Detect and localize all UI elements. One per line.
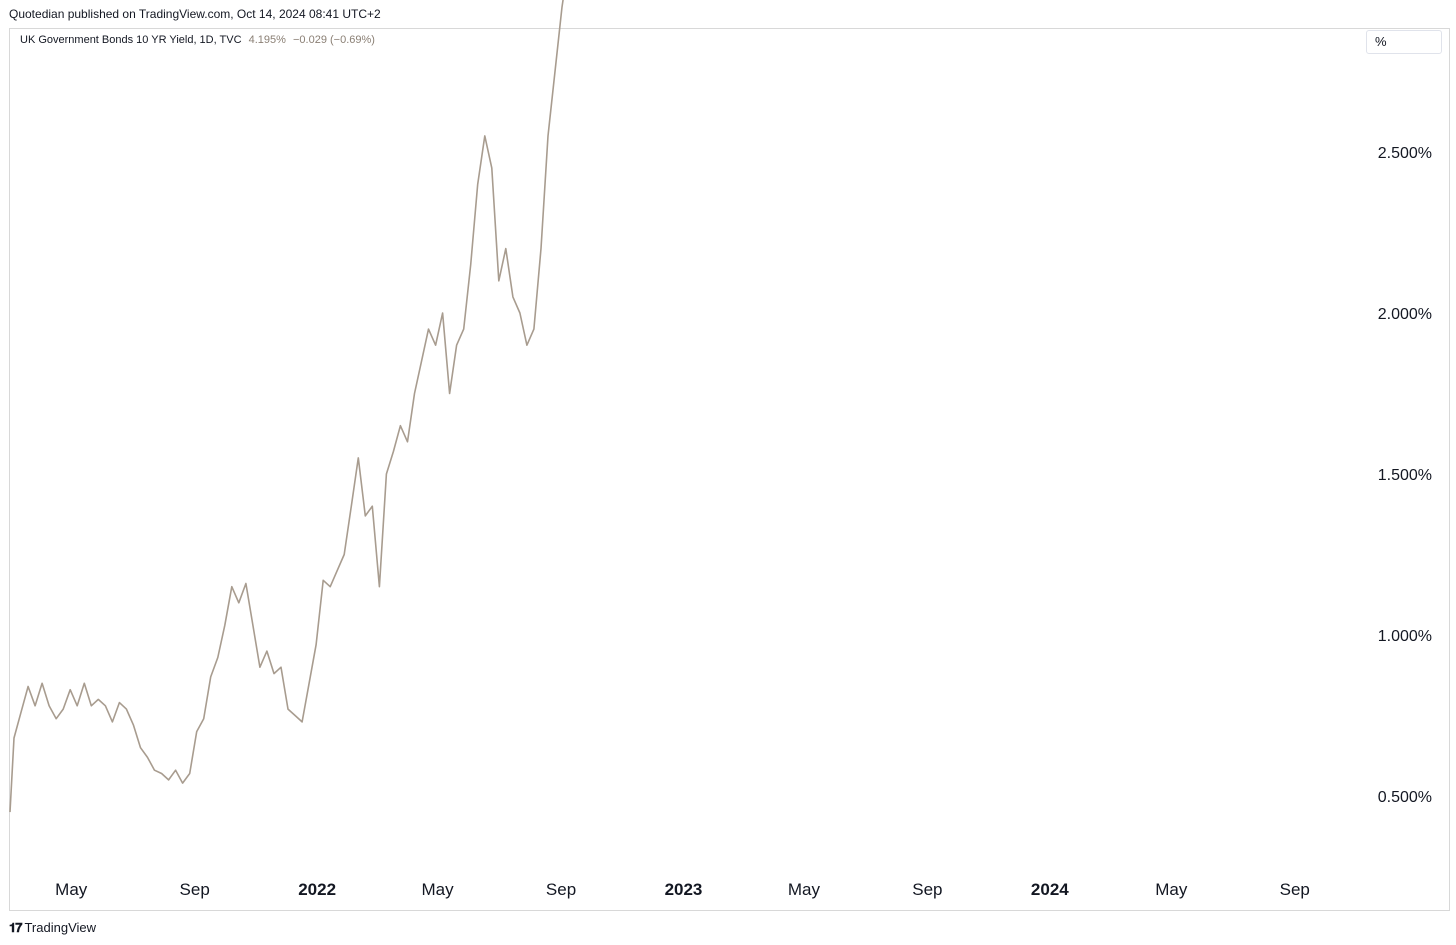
x-tick-label: May — [1155, 880, 1188, 899]
y-tick-label: 2.000% — [1378, 306, 1432, 323]
brand-name: TradingView — [24, 920, 97, 935]
publish-info: Quotedian published on TradingView.com, … — [9, 7, 381, 21]
y-tick-label: 3.000% — [1378, 0, 1432, 1]
x-axis[interactable]: May Sep 2022 May Sep 2023 May Sep 2024 May Sep — [55, 880, 1310, 899]
symbol-title[interactable]: UK Government Bonds 10 YR Yield, 1D, TVC — [20, 34, 242, 46]
chart-frame — [9, 28, 1450, 911]
y-axis[interactable]: 0.500%1.000%1.500%2.000%2.500%3.000%3.50… — [1378, 0, 1432, 806]
last-value: 4.195% — [248, 34, 286, 46]
unit-selector[interactable]: % — [1366, 30, 1442, 54]
y-tick-label: 1.500% — [1378, 467, 1432, 484]
x-tick-label: Sep — [1280, 880, 1310, 899]
yield-series-line[interactable] — [9, 0, 1338, 813]
tradingview-logo-icon[interactable]: 𝟏𝟕 — [9, 920, 23, 935]
y-tick-label: 0.500% — [1378, 789, 1432, 806]
x-tick-label: 2022 — [298, 880, 336, 899]
change-value: −0.029 (−0.69%) — [292, 34, 375, 46]
symbol-legend: UK Government Bonds 10 YR Yield, 1D, TVC… — [20, 33, 375, 47]
x-tick-label: May — [422, 880, 455, 899]
x-tick-label: May — [788, 880, 821, 899]
x-tick-label: Sep — [180, 880, 210, 899]
footer: 𝟏𝟕 TradingView — [9, 918, 96, 938]
publish-header: Quotedian published on TradingView.com, … — [0, 0, 1456, 28]
x-tick-label: 2024 — [1031, 880, 1069, 899]
unit-label: % — [1375, 34, 1387, 49]
y-tick-label: 2.500% — [1378, 145, 1432, 162]
x-tick-label: Sep — [546, 880, 576, 899]
x-tick-label: May — [55, 880, 88, 899]
y-tick-label: 1.000% — [1378, 628, 1432, 645]
series-layer — [9, 0, 1338, 813]
x-tick-label: 2023 — [665, 880, 703, 899]
x-tick-label: Sep — [912, 880, 942, 899]
